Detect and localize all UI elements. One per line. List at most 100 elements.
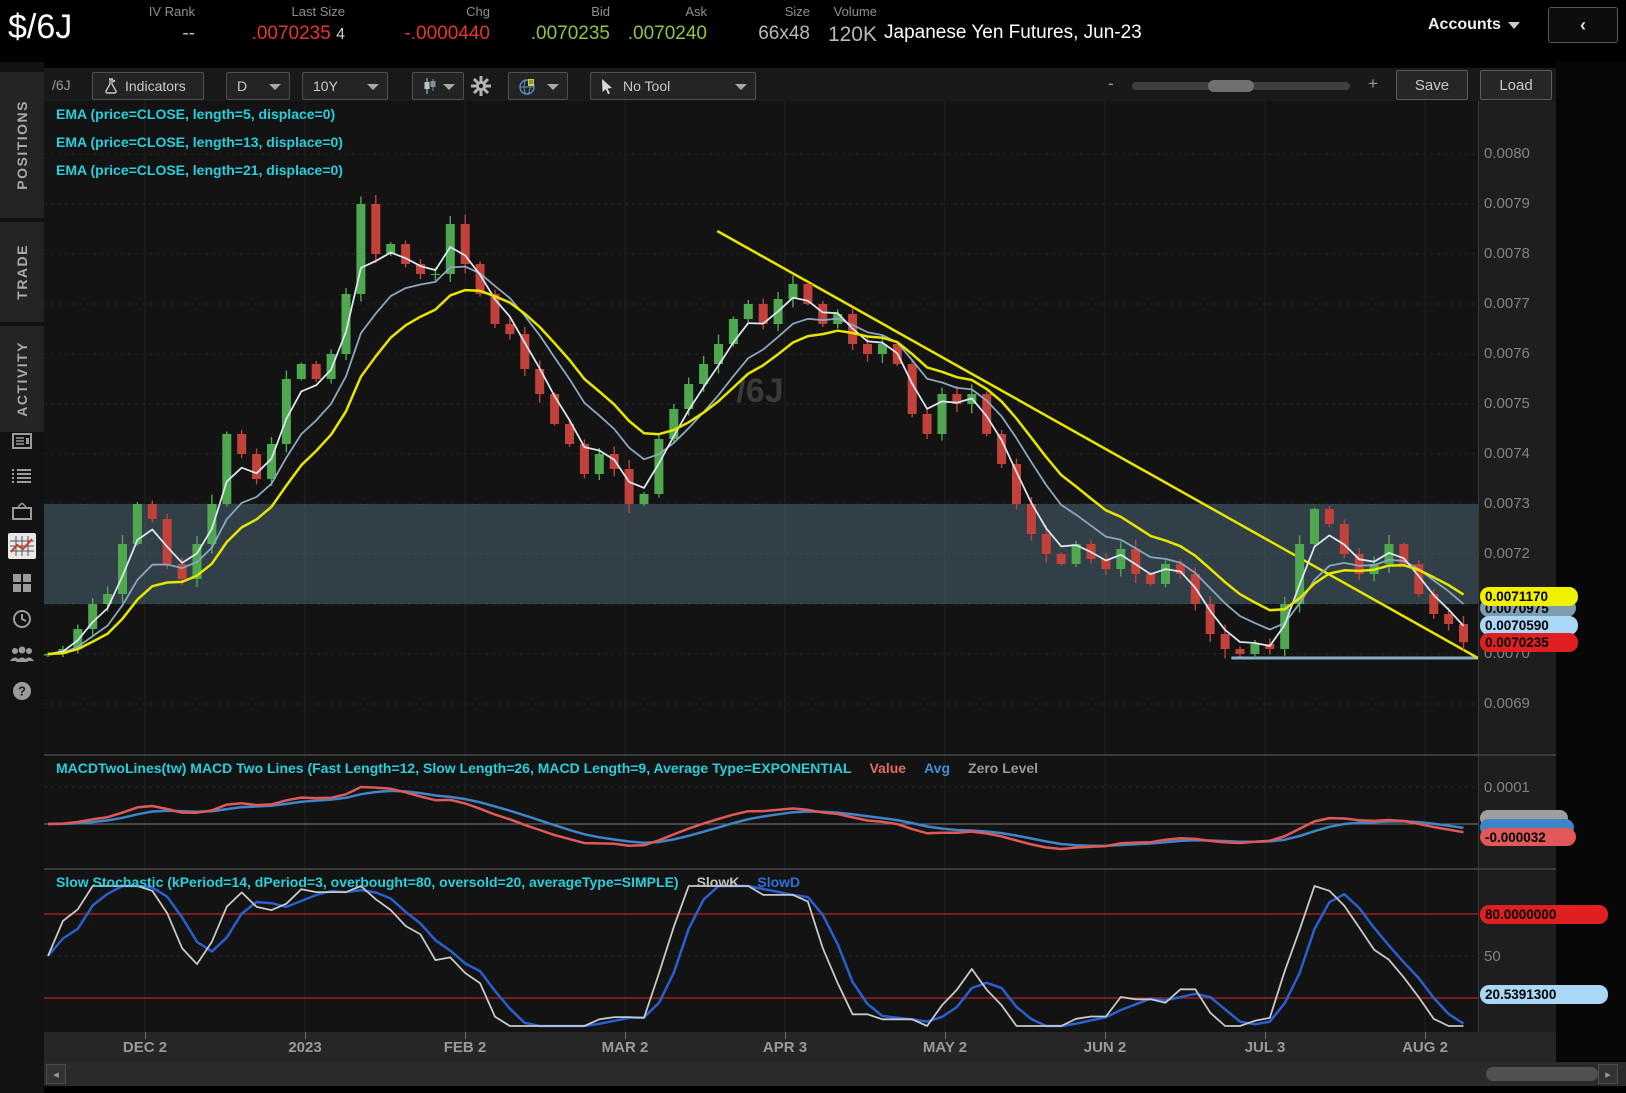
time-label: DEC 2 bbox=[122, 1039, 168, 1056]
sidebar-tab-activity[interactable]: ACTIVITY bbox=[0, 326, 44, 432]
stat-bid: Bid .0070235 bbox=[530, 4, 610, 44]
ema5-price-bubble: 0.0070590 bbox=[1480, 616, 1578, 635]
toolbar-symbol-label: /6J bbox=[52, 77, 71, 93]
stoch-legend: Slow Stochastic (kPeriod=14, dPeriod=3, … bbox=[56, 874, 800, 890]
macd-zero-legend: Zero Level bbox=[968, 760, 1039, 776]
charts-icon-active[interactable] bbox=[8, 533, 36, 559]
time-tick bbox=[784, 1032, 786, 1039]
stochastic-panel-canvas[interactable] bbox=[44, 870, 1478, 1032]
right-gutter bbox=[1556, 62, 1626, 1062]
range-dropdown[interactable]: 10Y bbox=[302, 72, 388, 100]
axis-divider bbox=[1478, 101, 1479, 1032]
time-label: JUL 3 bbox=[1244, 1039, 1286, 1056]
help-icon[interactable]: ? bbox=[8, 678, 36, 704]
drawing-tool-dropdown[interactable]: No Tool bbox=[590, 72, 756, 100]
time-label: FEB 2 bbox=[443, 1039, 487, 1056]
globe-icon bbox=[519, 78, 535, 95]
stat-iv-rank: IV Rank -- bbox=[148, 4, 195, 44]
slowd-legend: SlowD bbox=[757, 874, 801, 890]
price-tick: 0.0073 bbox=[1484, 495, 1530, 512]
macd-axis-tick: 0.0001 bbox=[1484, 779, 1530, 796]
time-tick bbox=[625, 1032, 627, 1039]
stoch-mid-tick: 50 bbox=[1484, 948, 1501, 965]
price-tick: 0.0080 bbox=[1484, 145, 1530, 162]
stat-ask: Ask .0070240 bbox=[627, 4, 707, 44]
panel-divider[interactable] bbox=[44, 754, 1556, 756]
indicators-button[interactable]: Indicators bbox=[92, 72, 204, 100]
people-icon[interactable] bbox=[8, 641, 36, 667]
slowk-legend: SlowK bbox=[696, 874, 740, 890]
scroll-right-arrow[interactable]: ▸ bbox=[1598, 1064, 1618, 1084]
slowd-value-bubble: 20.5391300 bbox=[1480, 985, 1608, 1004]
gear-icon bbox=[471, 76, 491, 96]
stat-size: Size 66x48 bbox=[758, 4, 810, 44]
timeframe-dropdown[interactable]: D bbox=[226, 72, 290, 100]
macd-study-label[interactable]: MACDTwoLines(tw) MACD Two Lines (Fast Le… bbox=[56, 760, 852, 776]
tv-icon[interactable] bbox=[8, 498, 36, 524]
last-price-bubble: 0.0070235 bbox=[1480, 633, 1578, 652]
price-tick: 0.0076 bbox=[1484, 345, 1530, 362]
contract-title: Japanese Yen Futures, Jun-23 bbox=[884, 22, 1142, 43]
horizontal-scrollbar[interactable] bbox=[44, 1062, 1626, 1086]
time-tick bbox=[1105, 1032, 1107, 1039]
chevron-down-icon bbox=[735, 84, 747, 90]
stat-last-size: Last Size .0070235 4 bbox=[251, 4, 345, 44]
time-tick bbox=[1425, 1032, 1427, 1039]
time-tick bbox=[144, 1032, 146, 1039]
stat-volume: Volume 120K bbox=[827, 4, 877, 46]
grid-icon[interactable] bbox=[8, 570, 36, 596]
watchlist-icon[interactable] bbox=[8, 463, 36, 489]
time-tick bbox=[944, 1032, 946, 1039]
macd-value-bubble: -0.000032 bbox=[1480, 828, 1576, 846]
study-label-ema13[interactable]: EMA (price=CLOSE, length=13, displace=0) bbox=[56, 134, 343, 150]
time-tick bbox=[1265, 1032, 1267, 1039]
price-tick: 0.0077 bbox=[1484, 295, 1530, 312]
collapse-panel-button[interactable]: ‹ bbox=[1548, 7, 1618, 43]
chart-type-dropdown[interactable] bbox=[412, 72, 464, 100]
macd-avg-legend: Avg bbox=[924, 760, 951, 776]
news-icon[interactable] bbox=[8, 428, 36, 454]
scroll-left-arrow[interactable]: ◂ bbox=[46, 1064, 66, 1084]
price-tick: 0.0074 bbox=[1484, 445, 1530, 462]
price-tick: 0.0079 bbox=[1484, 195, 1530, 212]
stat-chg: Chg -.0000440 bbox=[404, 4, 490, 44]
sidebar-tab-trade[interactable]: TRADE bbox=[0, 222, 44, 322]
chart-settings-gear[interactable] bbox=[470, 75, 492, 102]
chevron-down-icon bbox=[443, 84, 455, 90]
macd-value-legend: Value bbox=[869, 760, 907, 776]
zoom-in-button[interactable]: + bbox=[1368, 74, 1378, 93]
price-tick: 0.0069 bbox=[1484, 695, 1530, 712]
time-label: MAR 2 bbox=[601, 1039, 649, 1056]
zoom-out-button[interactable]: - bbox=[1108, 74, 1114, 93]
time-axis[interactable] bbox=[44, 1032, 1556, 1062]
cursor-icon bbox=[602, 78, 612, 94]
save-button[interactable]: Save bbox=[1396, 70, 1468, 100]
ema21-price-bubble: 0.0071170 bbox=[1480, 587, 1578, 606]
time-tick bbox=[304, 1032, 306, 1039]
time-tick bbox=[465, 1032, 467, 1039]
time-label: AUG 2 bbox=[1402, 1039, 1448, 1056]
accounts-menu[interactable]: Accounts bbox=[1428, 16, 1520, 34]
history-icon[interactable] bbox=[8, 606, 36, 632]
chevron-down-icon bbox=[269, 84, 281, 90]
macd-panel-canvas[interactable] bbox=[44, 756, 1478, 870]
zoom-slider-thumb[interactable] bbox=[1208, 80, 1254, 92]
scrollbar-thumb[interactable] bbox=[1486, 1067, 1598, 1081]
price-axis-column[interactable] bbox=[1478, 101, 1556, 1032]
panel-divider[interactable] bbox=[44, 868, 1556, 870]
study-label-ema21[interactable]: EMA (price=CLOSE, length=21, displace=0) bbox=[56, 162, 343, 178]
overbought-bubble: 80.0000000 bbox=[1480, 905, 1608, 924]
globe-view-dropdown[interactable] bbox=[508, 72, 568, 100]
time-label: JUN 2 bbox=[1083, 1039, 1127, 1056]
flask-icon bbox=[105, 78, 117, 94]
chevron-down-icon bbox=[547, 84, 559, 90]
study-label-ema5[interactable]: EMA (price=CLOSE, length=5, displace=0) bbox=[56, 106, 336, 122]
candlestick-icon bbox=[424, 78, 436, 94]
last-size-count: 4 bbox=[336, 26, 345, 43]
chevron-down-icon bbox=[1507, 22, 1520, 29]
sidebar-tab-positions[interactable]: POSITIONS bbox=[0, 72, 44, 218]
main-chart-canvas[interactable] bbox=[44, 101, 1478, 755]
time-label: APR 3 bbox=[762, 1039, 808, 1056]
stoch-study-label[interactable]: Slow Stochastic (kPeriod=14, dPeriod=3, … bbox=[56, 874, 679, 890]
load-button[interactable]: Load bbox=[1480, 70, 1552, 100]
